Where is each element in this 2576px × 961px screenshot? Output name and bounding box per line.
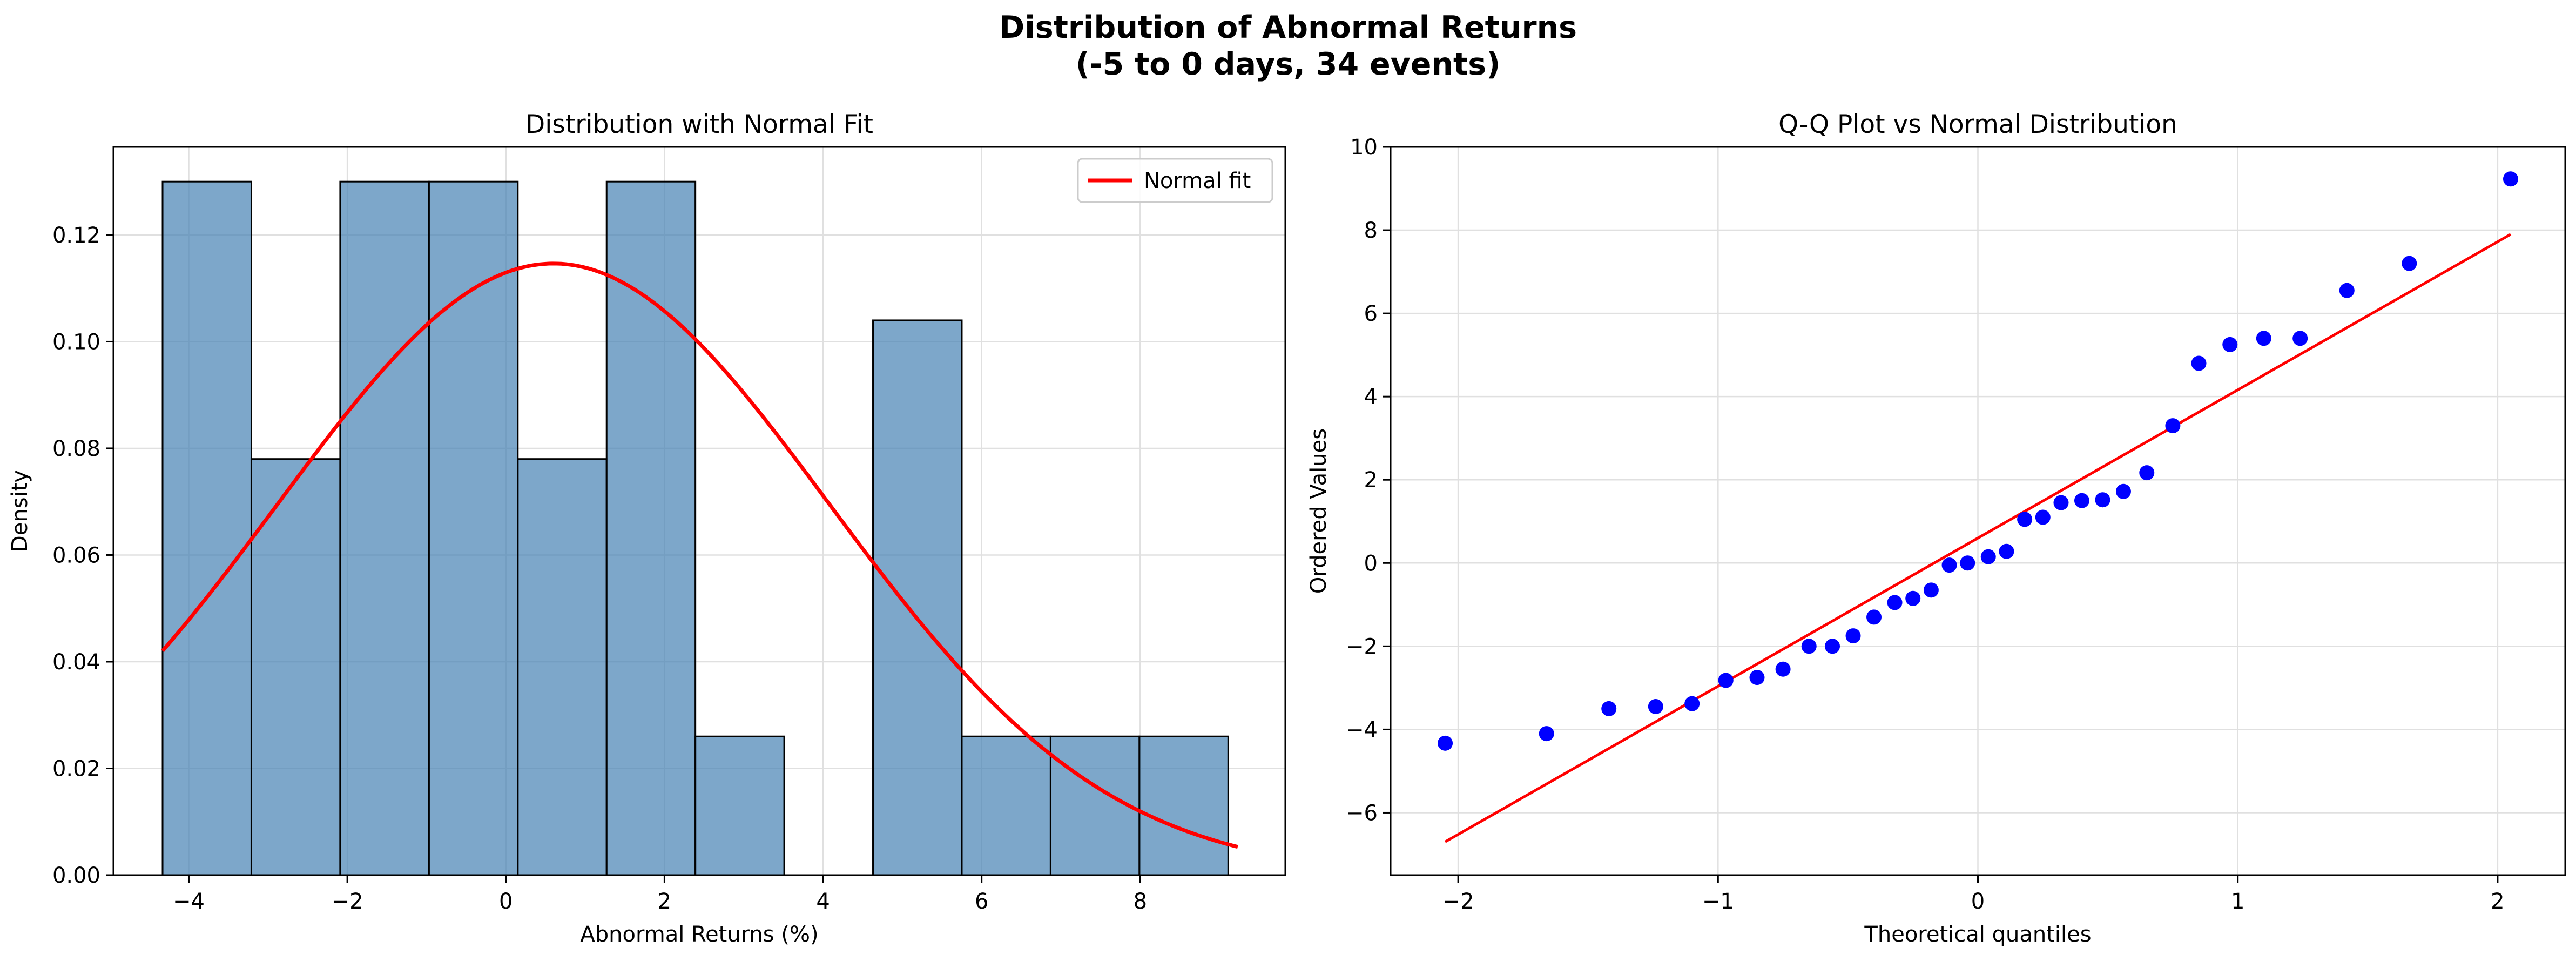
histogram-bar — [961, 735, 1051, 876]
y-axis-label: Ordered Values — [1306, 428, 1331, 594]
histogram-bar — [250, 458, 341, 876]
axes-frame — [112, 146, 1286, 876]
qq-point — [1718, 673, 1734, 688]
qq-point — [1999, 543, 2014, 559]
qq-point — [2035, 509, 2051, 525]
y-tick-label: 0.10 — [52, 330, 100, 354]
y-axis-label: Density — [8, 470, 32, 552]
histogram-bar — [694, 735, 785, 876]
histogram-bar — [872, 319, 963, 876]
y-tick-label: 0.04 — [52, 650, 100, 675]
qq-point — [1887, 595, 1903, 610]
x-tick-label: 0 — [1971, 889, 1985, 914]
qq-point — [1845, 628, 1861, 644]
qq-point — [2191, 355, 2207, 371]
qq-point — [1905, 590, 1921, 606]
x-axis-label: Abnormal Returns (%) — [580, 922, 818, 947]
qq-point — [1749, 670, 1765, 686]
qq-point — [2339, 283, 2355, 298]
x-tick-label: 1 — [2231, 889, 2244, 914]
axes-frame — [1390, 146, 2566, 876]
x-tick-label: 2 — [2491, 889, 2504, 914]
qq-point — [1775, 661, 1791, 677]
qq-point — [1923, 582, 1939, 598]
qq-point — [2165, 418, 2181, 434]
histogram-bar — [428, 180, 519, 876]
x-tick-label: 2 — [658, 889, 671, 914]
y-tick-label: 2 — [1364, 468, 1378, 493]
histogram-panel: −4 −2 0 2 4 6 8 0.00 0.02 0.04 0.06 0.08 0.10 0.12 Dis… — [8, 110, 1286, 947]
qq-point — [1825, 639, 1840, 654]
histogram-bar — [339, 180, 430, 876]
subplot-title: Q-Q Plot vs Normal Distribution — [1778, 110, 2177, 139]
y-tick-label: 0.08 — [52, 436, 100, 461]
qq-point — [2222, 337, 2238, 352]
qq-point — [1980, 549, 1996, 564]
qq-point — [2017, 512, 2033, 527]
normal-fit-curve — [161, 261, 1238, 849]
qq-fit-line — [1444, 233, 2512, 843]
qq-point — [2256, 331, 2271, 346]
x-tick-label: 8 — [1134, 889, 1147, 914]
qq-point — [2074, 493, 2089, 508]
y-tick-label: 10 — [1350, 135, 1378, 160]
qq-point — [1801, 639, 1817, 654]
y-tick-label: −4 — [1346, 717, 1378, 742]
qq-point — [2115, 483, 2131, 499]
qq-point — [2095, 492, 2110, 508]
qq-point — [1684, 696, 1700, 711]
qq-point — [2503, 171, 2518, 187]
y-tick-label: 0.00 — [52, 863, 100, 888]
qq-point — [1960, 555, 1975, 571]
histogram-bar — [1138, 735, 1229, 876]
y-tick-label: 8 — [1364, 218, 1378, 243]
qq-point — [2139, 465, 2155, 481]
y-tick-label: −2 — [1346, 634, 1378, 659]
y-tick-label: 4 — [1364, 385, 1378, 409]
legend-box — [1077, 158, 1273, 203]
histogram-bar — [605, 180, 697, 876]
y-tick-label: 0.12 — [52, 223, 100, 248]
qq-point — [2402, 256, 2417, 271]
y-tick-label: 0.06 — [52, 543, 100, 568]
x-tick-label: 0 — [499, 889, 512, 914]
x-tick-label: 6 — [975, 889, 988, 914]
x-tick-label: −1 — [1702, 889, 1734, 914]
qq-point — [1438, 735, 1453, 751]
y-tick-label: 0.02 — [52, 756, 100, 781]
x-tick-label: −2 — [332, 889, 363, 914]
y-tick-label: 0 — [1364, 551, 1378, 576]
qq-point — [1866, 609, 1882, 625]
qq-point — [1601, 701, 1617, 716]
y-tick-label: 6 — [1364, 301, 1378, 326]
qq-point — [2053, 495, 2069, 510]
qq-point — [2292, 331, 2308, 346]
qq-point — [1539, 726, 1554, 742]
figure-title-line2: (-5 to 0 days, 34 events) — [1075, 46, 1501, 82]
histogram-bar — [1049, 735, 1141, 876]
subplot-title: Distribution with Normal Fit — [525, 110, 873, 139]
histogram-bar — [161, 180, 252, 876]
x-tick-label: −2 — [1442, 889, 1474, 914]
qq-point — [1648, 699, 1663, 715]
qq-point — [1941, 557, 1957, 573]
legend-label: Normal fit — [1144, 169, 1251, 193]
histogram-bar — [517, 458, 608, 876]
x-tick-label: −4 — [173, 889, 205, 914]
x-axis-label: Theoretical quantiles — [1864, 922, 2091, 947]
qq-plot-panel: −2 −1 0 1 2 −6 −4 −2 0 2 4 6 8 10 Q-Q Plot vs Normal D… — [1306, 110, 2566, 947]
x-tick-label: 4 — [816, 889, 830, 914]
y-tick-label: −6 — [1346, 801, 1378, 825]
figure-title-line1: Distribution of Abnormal Returns — [999, 10, 1577, 45]
